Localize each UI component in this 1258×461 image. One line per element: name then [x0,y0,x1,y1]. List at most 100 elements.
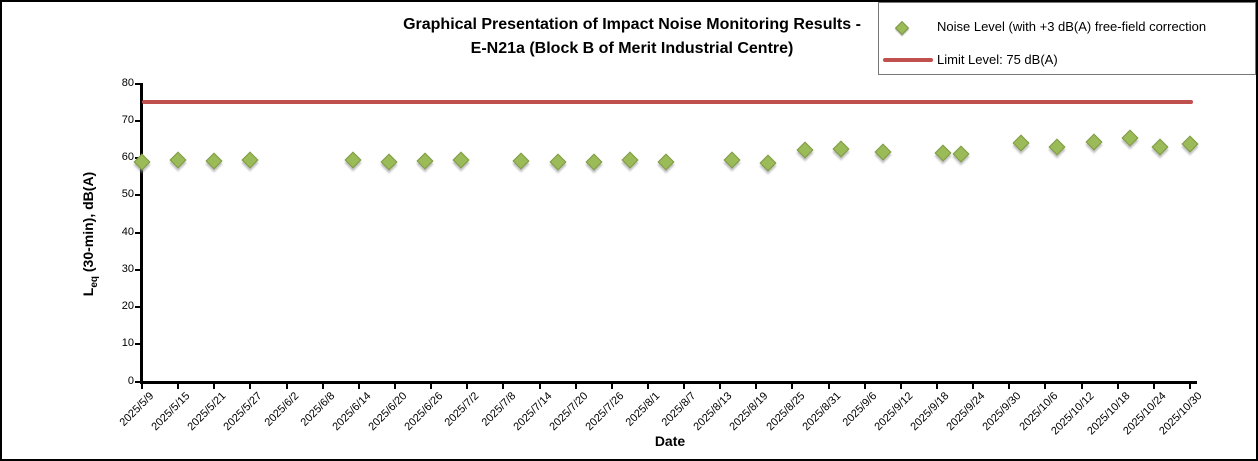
x-axis-title: Date [654,433,686,449]
x-axis-tick-label: 2025/9/30 [980,390,1024,434]
y-axis-tick [135,343,140,346]
x-axis-tick [393,384,396,389]
x-axis-tick-label: 2025/6/2 [262,390,302,429]
x-axis-tick [899,384,902,389]
x-axis-tick-label: 2025/7/2 [442,390,482,429]
x-axis-tick [430,384,433,389]
x-axis-tick-label: 2025/8/13 [691,390,735,434]
y-axis-title-rest: (30-min), dB(A) [80,171,97,276]
y-axis-tick-label: 60 [121,151,134,163]
x-axis-tick-label: 2025/6/14 [330,390,374,434]
data-point [1085,133,1103,151]
x-axis-tick-label: 2025/9/12 [872,390,916,434]
x-axis-tick [213,384,216,389]
x-axis-tick [502,384,505,389]
x-axis-tick [827,384,830,389]
data-point [832,140,850,158]
chart-title-line2: E-N21a (Block B of Merit Industrial Cent… [470,40,794,57]
x-axis-tick-label: 2025/5/15 [149,390,193,434]
x-axis-tick-label: 2025/9/18 [908,390,952,434]
x-axis-tick [249,384,252,389]
data-point [952,145,970,163]
x-axis-tick [791,384,794,389]
x-axis-tick [683,384,686,389]
data-point [205,152,223,170]
data-point [380,153,398,171]
diamond-marker-icon [894,20,910,36]
y-axis-line [140,83,143,384]
legend-item-limit-level: Limit Level: 75 dB(A) [879,50,1255,70]
x-axis-tick-label: 2025/9/24 [944,390,988,434]
x-axis-tick-label: 2025/7/20 [547,390,591,434]
data-point [585,153,603,171]
y-axis-title-subscript: eq [88,275,100,288]
x-axis-tick-label: 2025/5/27 [221,390,265,434]
x-axis-tick [1189,384,1191,389]
y-axis-tick [135,82,140,85]
y-axis-tick [135,380,140,383]
x-axis-line [140,381,1197,384]
x-axis-tick [538,384,541,389]
x-axis-tick [610,384,613,389]
data-point [452,151,470,169]
data-point [512,152,530,170]
x-axis-tick-label: 2025/5/21 [185,390,229,434]
data-point [133,153,151,171]
y-axis-tick [135,268,140,271]
x-axis-tick [755,384,758,389]
x-axis-tick [357,384,360,389]
data-point [416,152,434,170]
data-point [621,151,639,169]
data-point [1151,138,1169,156]
y-axis-tick [135,119,140,122]
x-axis-tick [1152,384,1155,389]
x-axis-tick [646,384,649,389]
data-point [1121,129,1139,147]
x-axis-tick [177,384,180,389]
y-axis-tick-label: 50 [121,188,134,201]
data-point [1181,135,1199,153]
data-point [934,144,952,162]
y-axis-tick-label: 70 [121,113,134,126]
y-axis-title-prefix: L [80,287,97,297]
y-axis-tick-label: 0 [127,374,134,387]
x-axis-tick [936,384,939,389]
data-point [241,151,259,169]
data-point [723,151,741,169]
y-axis-tick-label: 80 [121,76,134,89]
legend-item-noise-level: Noise Level (with +3 dB(A) free-field co… [879,17,1255,37]
x-axis-tick-label: 2025/7/26 [583,390,627,434]
chart-title-line1: Graphical Presentation of Impact Noise M… [403,16,861,33]
x-axis-tick [972,384,975,389]
x-axis-tick [1080,384,1083,389]
limit-line [142,99,1193,104]
x-axis-tick [574,384,577,389]
x-axis-tick-label: 2025/8/1 [623,390,663,429]
legend-label-noise-level: Noise Level (with +3 dB(A) free-field co… [937,19,1207,34]
x-axis-tick [321,384,324,389]
x-axis-tick [285,384,288,389]
x-axis-tick [719,384,722,389]
data-point [549,153,567,171]
x-axis-tick [863,384,866,389]
y-axis-title: Leq (30-min), dB(A) [80,172,100,296]
x-axis-tick [1044,384,1047,389]
data-point [1012,134,1030,152]
y-axis-tick [135,194,140,197]
legend: Noise Level (with +3 dB(A) free-field co… [878,2,1256,75]
x-axis-tick-label: 2025/8/25 [763,390,807,434]
x-axis-tick-label: 2025/6/20 [366,390,410,434]
data-point [759,154,777,172]
x-axis-tick [141,384,143,389]
x-axis-tick-label: 2025/8/31 [800,390,844,434]
y-axis-tick [135,306,140,308]
limit-line-sample-icon [883,58,933,62]
y-axis-tick-label: 20 [121,300,134,312]
data-point [1048,138,1066,156]
legend-label-limit-level: Limit Level: 75 dB(A) [937,52,1058,67]
x-axis-tick-label: 2025/8/19 [727,390,771,434]
data-point [344,151,362,169]
chart-title: Graphical Presentation of Impact Noise M… [322,13,942,61]
x-axis-tick [1116,384,1119,389]
data-point [657,153,675,171]
